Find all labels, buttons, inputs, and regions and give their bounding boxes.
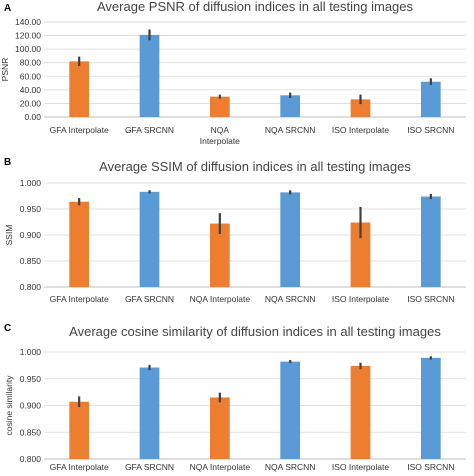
y-tick-label: 0.850 — [20, 427, 42, 437]
x-category-label-line: NQA SRCNN — [265, 294, 316, 304]
bar-0 — [69, 401, 90, 459]
panel-letter: A — [4, 3, 11, 14]
panel-letter: C — [4, 323, 11, 334]
bar-4 — [350, 365, 371, 459]
x-category-label-line: ISO SRCNN — [407, 294, 454, 304]
y-tick-label: 0.00 — [24, 112, 41, 122]
x-category-label: ISO SRCNN — [407, 462, 454, 472]
x-category-label: ISO SRCNN — [407, 125, 454, 135]
x-category-label: ISO Interpolate — [332, 462, 389, 472]
y-tick-label: 20.00 — [20, 98, 42, 108]
x-category-label-line: NQA Interpolate — [190, 462, 251, 472]
x-category-label: NQA Interpolate — [190, 294, 251, 304]
bar-2 — [209, 397, 230, 459]
chart-panel-c: C Average cosine similarity of diffusion … — [4, 323, 466, 472]
bar-3 — [280, 192, 301, 287]
y-tick-label: 0.950 — [20, 204, 42, 214]
x-category-label-line: GFA SRCNN — [125, 294, 174, 304]
y-tick-label: 100.00 — [15, 44, 41, 54]
x-category-label: NQA SRCNN — [265, 125, 316, 135]
y-tick-label: 0.800 — [20, 454, 42, 464]
y-tick-label: 1.000 — [20, 347, 42, 357]
y-tick-label: 40.00 — [20, 85, 42, 95]
bar-1 — [139, 191, 160, 287]
x-category-label: GFA SRCNN — [125, 294, 174, 304]
bar-2 — [209, 96, 230, 117]
bar-0 — [69, 61, 90, 117]
y-tick-label: 0.800 — [20, 282, 42, 292]
y-tick-label: 60.00 — [20, 71, 42, 81]
y-tick-label: 0.950 — [20, 374, 42, 384]
x-category-label-line: ISO SRCNN — [407, 125, 454, 135]
bar-5 — [420, 81, 441, 117]
x-category-label: GFA Interpolate — [50, 125, 109, 135]
x-category-label-line: ISO Interpolate — [332, 125, 389, 135]
bar-0 — [69, 201, 90, 287]
x-category-label-line: GFA SRCNN — [125, 462, 174, 472]
x-category-label-line: ISO Interpolate — [332, 294, 389, 304]
x-category-label-line: NQA — [211, 125, 230, 135]
x-category-label: NQA SRCNN — [265, 294, 316, 304]
y-tick-label: 1.000 — [20, 178, 42, 188]
x-category-label-line: ISO SRCNN — [407, 462, 454, 472]
x-category-label: GFA SRCNN — [125, 462, 174, 472]
bar-5 — [420, 196, 441, 287]
x-category-label-line: NQA Interpolate — [190, 294, 251, 304]
bar-4 — [350, 222, 371, 287]
chart-title: Average PSNR of diffusion indices in all… — [97, 0, 414, 14]
y-tick-label: 80.00 — [20, 58, 42, 68]
bar-1 — [139, 367, 160, 459]
x-category-label: GFA Interpolate — [50, 294, 109, 304]
panel-letter: B — [4, 157, 11, 168]
x-category-label: ISO Interpolate — [332, 294, 389, 304]
x-category-label: NQA Interpolate — [200, 125, 240, 146]
y-tick-label: 120.00 — [15, 31, 41, 41]
x-category-label: ISO Interpolate — [332, 125, 389, 135]
bar-1 — [139, 34, 160, 118]
bar-3 — [280, 95, 301, 117]
bar-4 — [350, 99, 371, 117]
y-axis-title: cosine similarity — [4, 375, 14, 436]
x-category-label: NQA Interpolate — [190, 462, 251, 472]
y-tick-label: 0.850 — [20, 256, 42, 266]
x-category-label-line: GFA Interpolate — [50, 462, 109, 472]
chart-panel-a: A Average PSNR of diffusion indices in al… — [0, 0, 466, 146]
bar-5 — [420, 357, 441, 459]
x-category-label-line: GFA SRCNN — [125, 125, 174, 135]
x-category-label: NQA SRCNN — [265, 462, 316, 472]
x-category-label-line: NQA SRCNN — [265, 125, 316, 135]
y-axis-title: PSNR — [0, 58, 10, 82]
y-tick-label: 0.900 — [20, 401, 42, 411]
x-category-label-line: GFA Interpolate — [50, 125, 109, 135]
y-tick-label: 140.00 — [15, 17, 41, 27]
y-axis-title: SSIM — [4, 225, 14, 246]
x-category-label: GFA SRCNN — [125, 125, 174, 135]
x-category-label-line: Interpolate — [200, 136, 240, 146]
x-category-label-line: NQA SRCNN — [265, 462, 316, 472]
chart-panel-b: B Average SSIM of diffusion indices in al… — [4, 157, 466, 304]
y-tick-label: 0.900 — [20, 230, 42, 240]
chart-title: Average SSIM of diffusion indices in all… — [99, 159, 411, 174]
x-category-label-line: GFA Interpolate — [50, 294, 109, 304]
x-category-label: ISO SRCNN — [407, 294, 454, 304]
bar-3 — [280, 361, 301, 459]
chart-title: Average cosine similarity of diffusion i… — [69, 324, 441, 339]
x-category-label: GFA Interpolate — [50, 462, 109, 472]
x-category-label-line: ISO Interpolate — [332, 462, 389, 472]
bar-2 — [209, 223, 230, 287]
